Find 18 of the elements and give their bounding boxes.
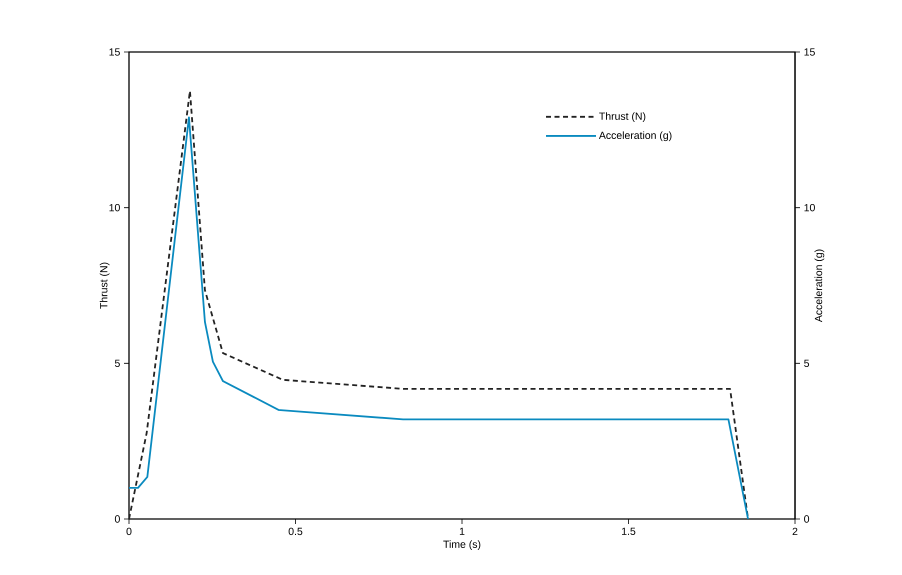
y2-tick-label: 10 bbox=[804, 204, 815, 212]
x-tick-label: 0 bbox=[126, 528, 132, 536]
legend-label: Thrust (N) bbox=[599, 112, 646, 122]
legend-label: Acceleration (g) bbox=[598, 131, 672, 142]
y-tick-label: 10 bbox=[109, 204, 120, 212]
x-tick-label: 2 bbox=[792, 528, 798, 535]
x-tick-label: 0.5 bbox=[288, 528, 302, 536]
y-tick-label: 0 bbox=[114, 515, 120, 523]
y-tick-label: 15 bbox=[109, 48, 120, 56]
x-axis-title: Time (s) bbox=[443, 540, 480, 550]
y2-tick-label: 0 bbox=[804, 515, 810, 523]
x-tick-label: 1 bbox=[460, 528, 464, 535]
y-axis-title: Thrust (N) bbox=[100, 262, 110, 309]
y2-axis-title: Acceleration (g) bbox=[814, 250, 824, 322]
x-tick-label: 1.5 bbox=[622, 528, 636, 535]
y2-tick-label: 5 bbox=[804, 360, 810, 367]
y2-tick-label: 15 bbox=[804, 48, 815, 56]
y-tick-label: 5 bbox=[114, 360, 120, 367]
